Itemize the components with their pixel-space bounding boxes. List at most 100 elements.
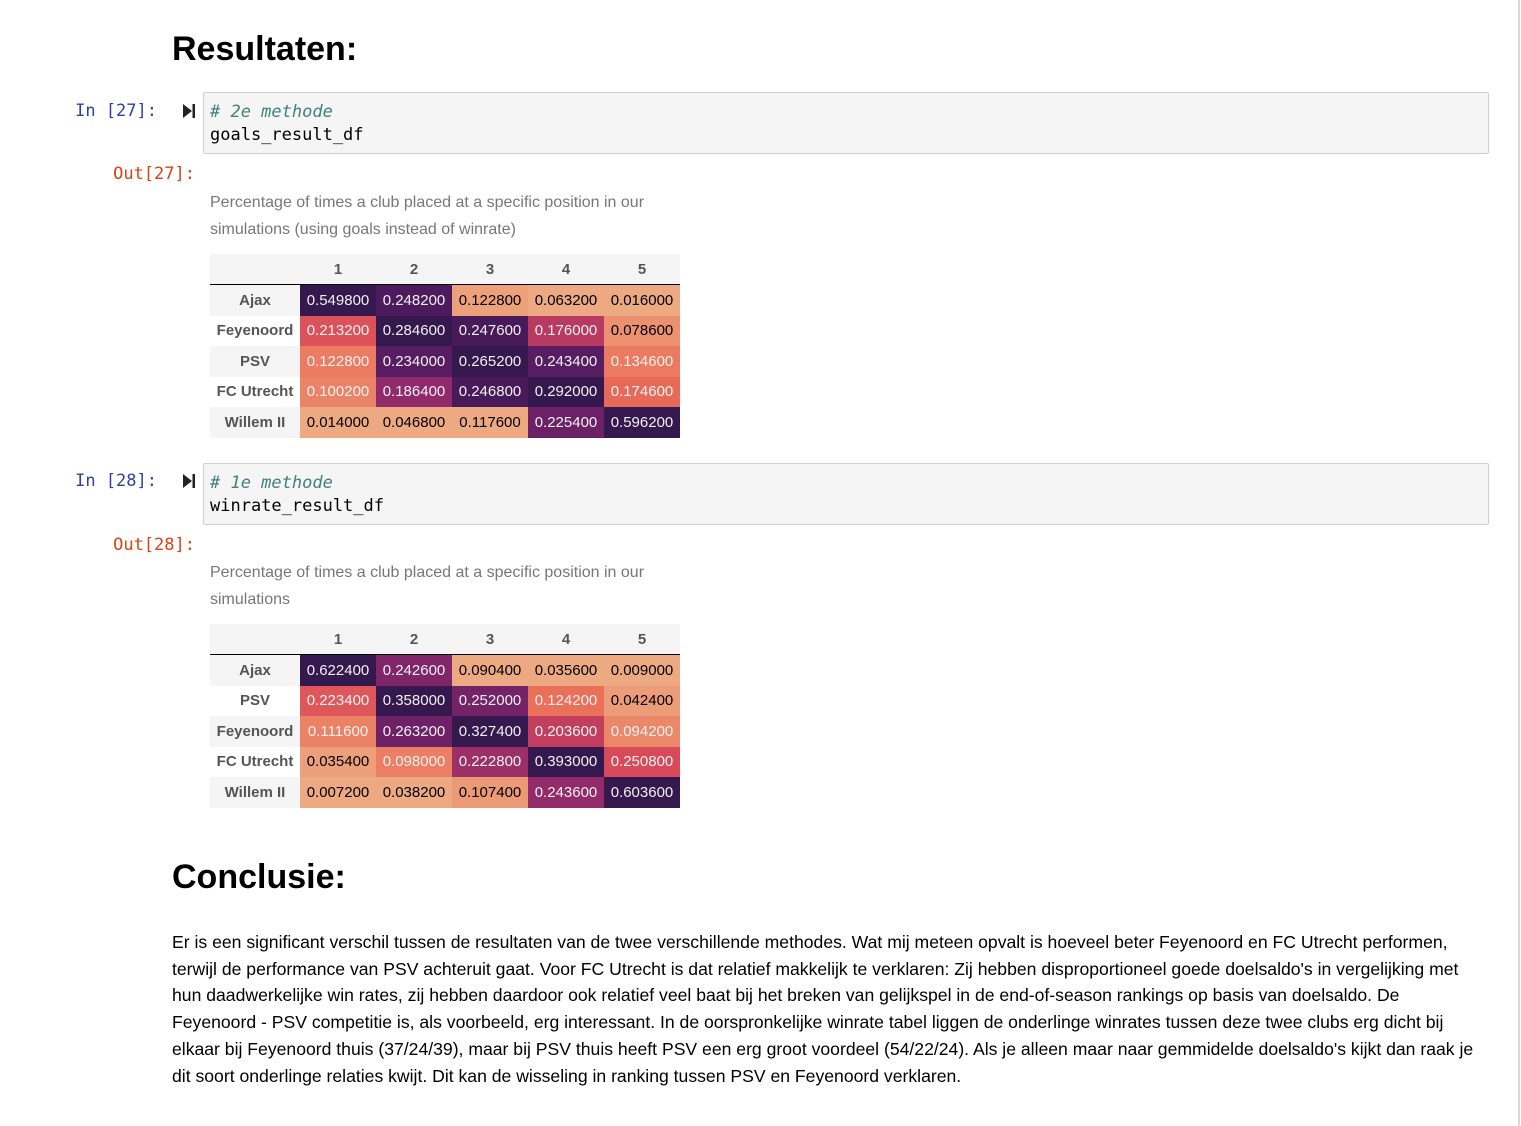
table-corner bbox=[210, 624, 300, 655]
table-cell: 0.248200 bbox=[376, 284, 452, 316]
table-row: FC Utrecht 0.035400 0.098000 0.222800 0.3930… bbox=[210, 746, 680, 777]
row-label: Feyenoord bbox=[210, 315, 300, 346]
table-row: FC Utrecht 0.100200 0.186400 0.246800 0.2920… bbox=[210, 376, 680, 407]
table-cell: 0.292000 bbox=[528, 376, 604, 407]
table-cell: 0.016000 bbox=[604, 284, 680, 316]
table-cell: 0.134600 bbox=[604, 346, 680, 377]
table-row: Feyenoord 0.213200 0.284600 0.247600 0.17600… bbox=[210, 315, 680, 346]
table-cell: 0.243600 bbox=[528, 777, 604, 808]
table-cell: 0.186400 bbox=[376, 376, 452, 407]
table-cell: 0.035600 bbox=[528, 654, 604, 686]
table-cell: 0.038200 bbox=[376, 777, 452, 808]
table-cell: 0.042400 bbox=[604, 685, 680, 716]
table-cell: 0.596200 bbox=[604, 407, 680, 438]
table-cell: 0.225400 bbox=[528, 407, 604, 438]
row-label: PSV bbox=[210, 685, 300, 716]
table-row: Feyenoord 0.111600 0.263200 0.327400 0.20360… bbox=[210, 716, 680, 747]
column-header: 2 bbox=[376, 254, 452, 285]
table-cell: 0.107400 bbox=[452, 777, 528, 808]
table-caption: Percentage of times a club placed at a s… bbox=[210, 194, 645, 238]
table-row: Ajax 0.549800 0.248200 0.122800 0.063200 0.01… bbox=[210, 284, 680, 316]
table-cell: 0.203600 bbox=[528, 716, 604, 747]
table-corner bbox=[210, 254, 300, 285]
table-cell: 0.122800 bbox=[300, 346, 376, 377]
row-label: FC Utrecht bbox=[210, 376, 300, 407]
table-row: Willem II 0.007200 0.038200 0.107400 0.24360… bbox=[210, 777, 680, 808]
table-row: Willem II 0.014000 0.046800 0.117600 0.22540… bbox=[210, 407, 680, 438]
column-header: 2 bbox=[376, 624, 452, 655]
column-header: 4 bbox=[528, 624, 604, 655]
table-cell: 0.213200 bbox=[300, 315, 376, 346]
code-line: winrate_result_df bbox=[210, 496, 384, 516]
conclusion-paragraph: Er is een significant verschil tussen de… bbox=[172, 932, 1474, 1086]
table-cell: 0.393000 bbox=[528, 746, 604, 777]
code-cell-27[interactable]: # 2e methode goals_result_df bbox=[203, 92, 1489, 154]
table-cell: 0.007200 bbox=[300, 777, 376, 808]
table-cell: 0.223400 bbox=[300, 685, 376, 716]
table-cell: 0.174600 bbox=[604, 376, 680, 407]
input-prompt-27: In [27]: bbox=[75, 101, 157, 121]
table-cell: 0.117600 bbox=[452, 407, 528, 438]
table-caption: Percentage of times a club placed at a s… bbox=[210, 564, 645, 608]
table-cell: 0.242600 bbox=[376, 654, 452, 686]
table-cell: 0.603600 bbox=[604, 777, 680, 808]
table-cell: 0.078600 bbox=[604, 315, 680, 346]
row-label: Willem II bbox=[210, 777, 300, 808]
table-cell: 0.176000 bbox=[528, 315, 604, 346]
table-cell: 0.063200 bbox=[528, 284, 604, 316]
column-header: 5 bbox=[604, 254, 680, 285]
output-prompt-27: Out[27]: bbox=[113, 164, 195, 184]
heading-results: Resultaten: bbox=[172, 30, 358, 68]
table-cell: 0.222800 bbox=[452, 746, 528, 777]
output-prompt-28: Out[28]: bbox=[113, 535, 195, 555]
winrate-result-table: 1 2 3 4 5 Ajax 0.622400 0.242600 0.090400 0.03560… bbox=[210, 624, 680, 808]
row-label: PSV bbox=[210, 346, 300, 377]
code-comment: # 1e methode bbox=[210, 473, 333, 493]
table-row: PSV 0.223400 0.358000 0.252000 0.124200 0.042… bbox=[210, 685, 680, 716]
column-header: 5 bbox=[604, 624, 680, 655]
table-cell: 0.622400 bbox=[300, 654, 376, 686]
column-header: 3 bbox=[452, 254, 528, 285]
table-cell: 0.284600 bbox=[376, 315, 452, 346]
table-cell: 0.243400 bbox=[528, 346, 604, 377]
table-cell: 0.014000 bbox=[300, 407, 376, 438]
table-cell: 0.265200 bbox=[452, 346, 528, 377]
table-cell: 0.252000 bbox=[452, 685, 528, 716]
row-label: Willem II bbox=[210, 407, 300, 438]
run-cell-icon[interactable] bbox=[182, 102, 196, 120]
code-comment: # 2e methode bbox=[210, 102, 333, 122]
table-cell: 0.358000 bbox=[376, 685, 452, 716]
row-label: Ajax bbox=[210, 284, 300, 316]
table-cell: 0.234000 bbox=[376, 346, 452, 377]
table-cell: 0.111600 bbox=[300, 716, 376, 747]
table-cell: 0.100200 bbox=[300, 376, 376, 407]
table-row: PSV 0.122800 0.234000 0.265200 0.243400 0.134… bbox=[210, 346, 680, 377]
goals-result-table: 1 2 3 4 5 Ajax 0.549800 0.248200 0.122800 0.06320… bbox=[210, 254, 680, 438]
column-header: 4 bbox=[528, 254, 604, 285]
table-cell: 0.124200 bbox=[528, 685, 604, 716]
heading-conclusion: Conclusie: bbox=[172, 858, 346, 896]
code-cell-28[interactable]: # 1e methode winrate_result_df bbox=[203, 463, 1489, 525]
input-prompt-28: In [28]: bbox=[75, 471, 157, 491]
table-cell: 0.327400 bbox=[452, 716, 528, 747]
table-cell: 0.009000 bbox=[604, 654, 680, 686]
scrollbar-edge bbox=[1518, 0, 1520, 1126]
row-label: Ajax bbox=[210, 654, 300, 686]
row-label: Feyenoord bbox=[210, 716, 300, 747]
table-cell: 0.098000 bbox=[376, 746, 452, 777]
table-cell: 0.246800 bbox=[452, 376, 528, 407]
table-row: Ajax 0.622400 0.242600 0.090400 0.035600 0.00… bbox=[210, 654, 680, 686]
table-cell: 0.250800 bbox=[604, 746, 680, 777]
code-line: goals_result_df bbox=[210, 125, 364, 145]
table-cell: 0.247600 bbox=[452, 315, 528, 346]
column-header: 3 bbox=[452, 624, 528, 655]
table-cell: 0.549800 bbox=[300, 284, 376, 316]
table-cell: 0.090400 bbox=[452, 654, 528, 686]
table-cell: 0.094200 bbox=[604, 716, 680, 747]
table-cell: 0.046800 bbox=[376, 407, 452, 438]
column-header: 1 bbox=[300, 624, 376, 655]
column-header: 1 bbox=[300, 254, 376, 285]
run-cell-icon[interactable] bbox=[182, 472, 196, 490]
row-label: FC Utrecht bbox=[210, 746, 300, 777]
table-cell: 0.122800 bbox=[452, 284, 528, 316]
